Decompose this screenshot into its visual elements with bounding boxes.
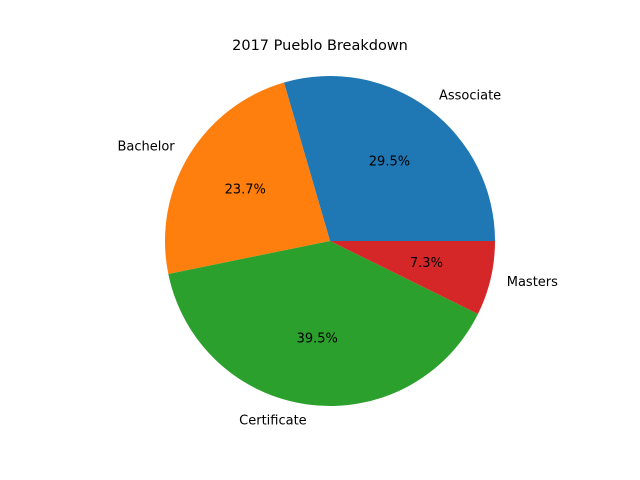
pie-percent-label-associate: 29.5% <box>369 154 410 169</box>
pie-slice-certificate <box>168 241 478 407</box>
pie-category-label-masters: Masters <box>507 275 558 290</box>
pie-slice-associate <box>283 75 495 241</box>
chart-title: 2017 Pueblo Breakdown <box>232 38 408 54</box>
pie-slice-masters <box>330 241 496 315</box>
pie-percent-label-masters: 7.3% <box>410 256 443 271</box>
pie-category-label-certificate: Certificate <box>239 414 307 429</box>
pie-percent-label-certificate: 39.5% <box>297 332 338 347</box>
pie-slice-bachelor <box>164 82 330 274</box>
pie-percent-label-bachelor: 23.7% <box>225 182 266 197</box>
pie-labels: 29.5% Associate 23.7% Bachelor 39.5% Certific… <box>117 88 558 428</box>
pie-category-label-bachelor: Bachelor <box>117 140 175 155</box>
pie-category-label-associate: Associate <box>439 88 501 103</box>
pie-slices <box>164 75 496 407</box>
